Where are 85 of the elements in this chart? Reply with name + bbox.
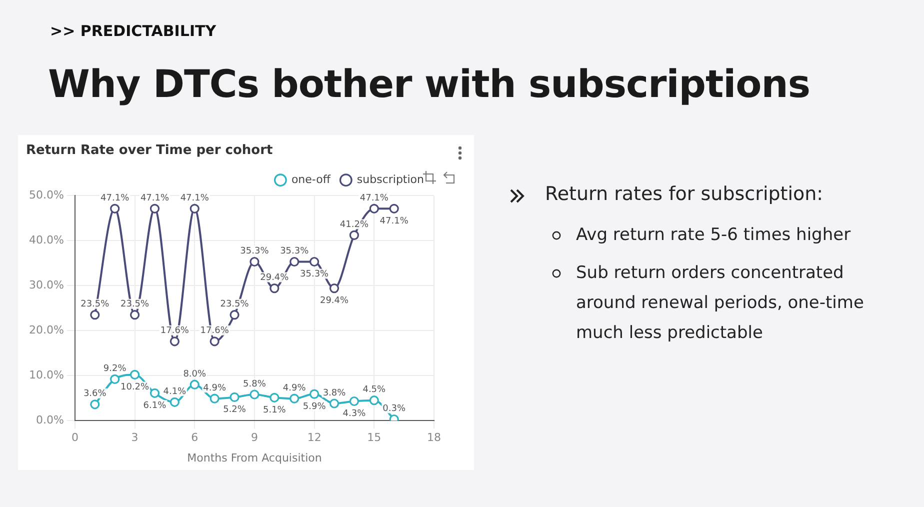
point <box>389 204 399 214</box>
point <box>110 204 120 214</box>
point <box>230 310 240 320</box>
point <box>230 392 240 402</box>
data-label: 47.1% <box>380 216 409 226</box>
data-label: 0.3% <box>382 404 406 414</box>
point <box>349 396 360 406</box>
point <box>290 256 300 267</box>
point <box>369 204 379 214</box>
point <box>329 284 340 294</box>
text: Return rates for subscription: <box>545 183 824 205</box>
y-tick-label: 20.0% <box>28 323 64 336</box>
point <box>310 389 320 399</box>
chart-title: Return Rate over Time per cohort <box>26 143 273 158</box>
data-label: 10.2% <box>120 382 150 393</box>
data-label: 3.8% <box>322 388 346 398</box>
point <box>210 336 220 346</box>
point <box>329 398 340 408</box>
point <box>130 310 140 320</box>
data-label: 35.3% <box>280 246 310 257</box>
data-label: 4.9% <box>282 383 306 394</box>
data-label: 35.3% <box>240 246 270 257</box>
point <box>310 256 320 267</box>
x-tick-label: 3 <box>131 431 138 444</box>
x-tick-label: 18 <box>427 431 441 444</box>
y-tick-label: 30.0% <box>28 278 64 292</box>
point <box>250 256 260 267</box>
data-label: 5.9% <box>302 402 326 412</box>
x-axis-title: Months From Acquisition <box>187 451 322 464</box>
data-label: 41.2% <box>340 220 369 230</box>
point <box>270 392 280 402</box>
x-tick-label: 15 <box>367 431 382 444</box>
data-label: 47.1% <box>100 193 130 204</box>
y-tick-label: 10.0% <box>28 368 64 382</box>
x-tick-label: 0 <box>71 431 78 444</box>
point <box>349 230 360 240</box>
data-label: 35.3% <box>300 270 330 280</box>
point <box>90 310 100 320</box>
x-tick-label: 6 <box>191 431 198 444</box>
point <box>90 400 100 410</box>
data-label: 6.1% <box>143 400 167 411</box>
text: Avg return rate 5-6 times higher <box>576 225 851 245</box>
point <box>150 204 160 214</box>
data-label: 17.6% <box>160 326 190 336</box>
y-tick-label: 50.0% <box>28 188 64 202</box>
data-label: 23.5% <box>120 300 150 310</box>
legend-label: one-off <box>291 172 331 186</box>
data-label: 23.5% <box>220 300 250 310</box>
data-label: 17.6% <box>200 326 230 336</box>
data-label: 23.5% <box>80 300 110 310</box>
data-label: 47.1% <box>140 193 170 204</box>
point <box>210 394 220 404</box>
point <box>170 336 180 346</box>
legend-label: subscription <box>356 172 424 186</box>
data-label: 3.6% <box>83 389 107 400</box>
text: >> PREDICTABILITY <box>50 22 216 40</box>
point <box>130 370 140 380</box>
text: Sub return orders concentrated around renewal periods, one-time much less predictable <box>576 263 864 343</box>
point <box>190 380 200 390</box>
data-label: 5.2% <box>223 405 246 416</box>
y-tick-label: 0.0% <box>36 413 64 426</box>
data-label: 47.1% <box>180 193 210 204</box>
data-label: 4.1% <box>163 386 187 397</box>
data-label: 47.1% <box>360 193 389 204</box>
point <box>290 394 300 404</box>
data-label: 8.0% <box>183 369 207 380</box>
data-label: 4.9% <box>203 383 226 394</box>
data-label: 4.5% <box>362 385 386 396</box>
point <box>110 374 120 384</box>
x-tick-label: 12 <box>307 431 322 444</box>
y-tick-label: 40.0% <box>28 233 64 246</box>
data-label: 9.2% <box>103 364 127 374</box>
point <box>170 397 180 407</box>
point <box>190 204 200 214</box>
data-label: 5.1% <box>262 405 286 416</box>
x-tick-label: 9 <box>250 431 258 444</box>
point <box>150 388 160 398</box>
data-label: 4.3% <box>342 409 366 420</box>
point <box>250 390 260 400</box>
data-label: 29.4% <box>260 273 290 284</box>
point <box>369 396 379 406</box>
text: Why DTCs bother with subscriptions <box>48 62 810 106</box>
point <box>270 284 280 294</box>
data-label: 29.4% <box>320 296 350 306</box>
data-label: 5.8% <box>243 379 266 390</box>
